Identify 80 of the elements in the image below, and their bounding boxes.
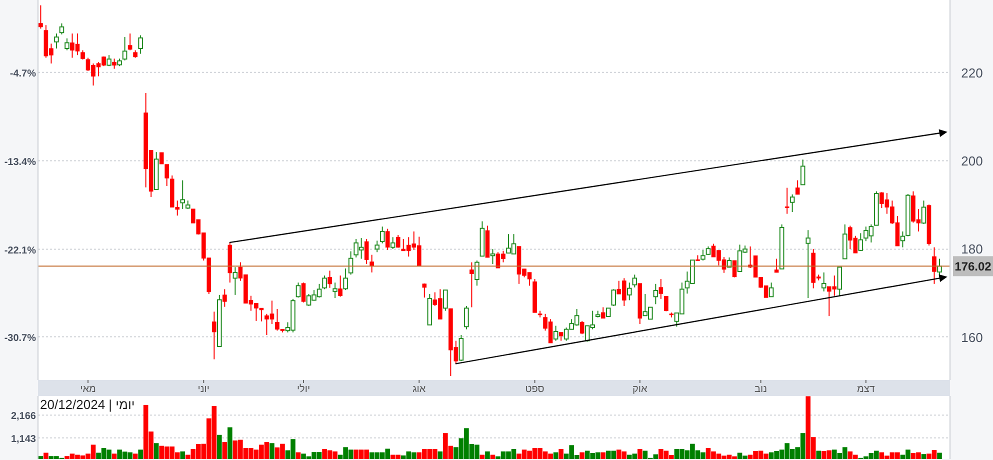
candlestick <box>338 275 342 298</box>
candlestick <box>800 159 806 186</box>
candlestick <box>937 258 942 276</box>
candlestick <box>821 272 826 292</box>
candlestick <box>611 288 616 306</box>
candlestick <box>332 282 338 299</box>
candlestick <box>370 254 374 273</box>
candlestick <box>180 180 186 210</box>
candlestick <box>80 50 85 60</box>
candlestick <box>106 54 112 67</box>
x-tick-label: אוג <box>412 384 426 395</box>
x-tick-label: דצמ <box>856 384 876 395</box>
candlestick <box>768 282 774 298</box>
candlestick <box>390 236 396 250</box>
x-tick-label: נוב <box>754 384 768 395</box>
x-tick-label: אוק <box>632 384 648 395</box>
candlestick <box>301 282 306 303</box>
candlestick <box>232 266 238 296</box>
candlestick <box>664 296 668 312</box>
candlestick <box>59 22 64 35</box>
candlestick <box>774 258 779 273</box>
y-tick-label: -22.1% <box>4 245 36 256</box>
candlestick <box>122 36 128 61</box>
candlestick <box>212 311 216 360</box>
candlestick <box>328 270 332 288</box>
y2-tick-label: 180 <box>961 242 983 257</box>
candlestick <box>553 325 558 342</box>
candlestick <box>364 238 369 265</box>
y-tick-label: 1,143 <box>10 434 36 445</box>
candlestick <box>806 230 810 299</box>
candlestick <box>458 334 464 362</box>
candlestick <box>632 274 638 288</box>
x-tick-label: יוני <box>198 384 210 395</box>
candlestick <box>474 260 480 286</box>
ref-line-label: 176.02 <box>954 260 992 274</box>
candlestick <box>128 33 132 51</box>
x-tick-label: יולי <box>296 383 310 395</box>
y2-tick-label: 200 <box>961 153 983 168</box>
y-tick-label: 2,166 <box>10 411 36 422</box>
candlestick <box>932 246 936 284</box>
candlestick <box>900 230 906 248</box>
candlestick <box>64 38 70 51</box>
y2-tick-label: 160 <box>961 330 983 345</box>
candlestick <box>653 283 658 305</box>
candlestick <box>700 249 706 262</box>
candlestick <box>374 240 380 253</box>
y-tick-label: -30.7% <box>4 332 36 344</box>
candlestick <box>626 282 632 301</box>
candlestick <box>422 282 427 298</box>
candlestick <box>138 34 143 54</box>
candlestick <box>837 266 842 296</box>
candlestick <box>921 200 926 224</box>
candlestick <box>222 288 227 308</box>
candlestick <box>322 275 327 290</box>
candlestick <box>38 4 43 30</box>
candlestick <box>396 234 400 248</box>
y2-tick-label: 220 <box>961 65 983 80</box>
candlestick <box>380 226 385 244</box>
candlestick <box>784 187 790 214</box>
candlestick <box>490 248 496 265</box>
candlestick <box>464 305 469 330</box>
chart-title: 20/12/2024 | יומי <box>40 397 135 412</box>
candlestick <box>112 58 116 70</box>
candlestick <box>795 180 800 195</box>
y-tick-label: -4.7% <box>10 68 36 80</box>
y-tick-label: -13.4% <box>4 156 36 168</box>
candlestick <box>858 232 864 252</box>
candlestick <box>343 268 348 291</box>
x-tick-label: מאי <box>80 384 96 395</box>
candlestick <box>580 320 584 335</box>
candlestick <box>443 290 448 312</box>
candlestick <box>696 254 700 261</box>
candlestick <box>600 306 606 319</box>
candlestick <box>658 278 664 300</box>
candlestick <box>296 282 301 298</box>
candlestick <box>790 194 795 213</box>
candlestick <box>470 262 474 308</box>
candlestick <box>385 228 390 250</box>
candlestick <box>54 33 59 49</box>
x-tick-label: ספט <box>525 384 545 395</box>
